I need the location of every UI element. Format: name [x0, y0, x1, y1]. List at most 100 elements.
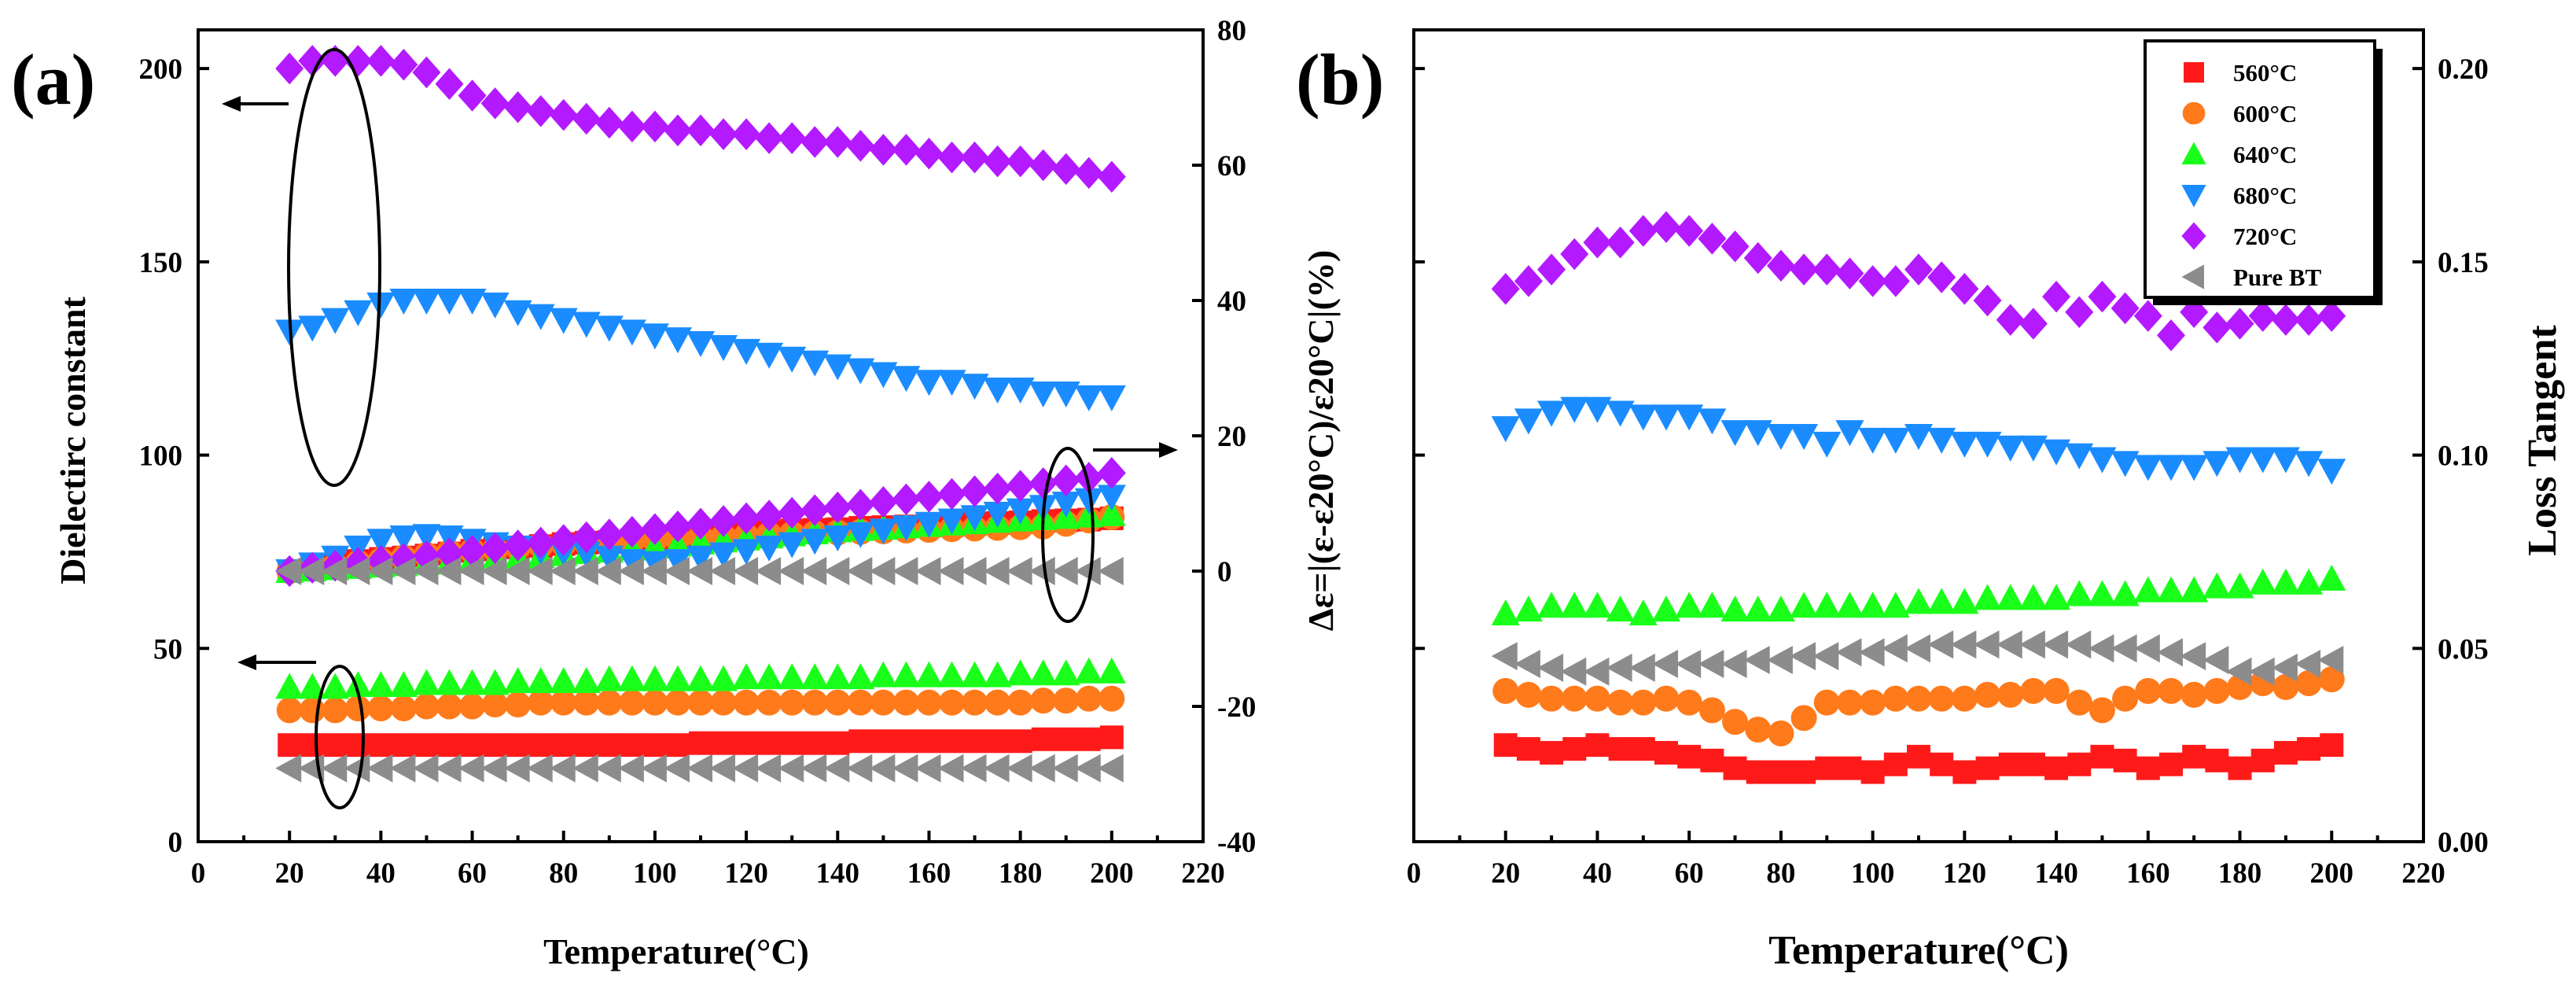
- point-delta-680c: [892, 515, 921, 542]
- point-680c: [937, 370, 966, 396]
- point-delta-640c: [1097, 500, 1126, 526]
- y2-tick-label: -40: [1217, 827, 1256, 859]
- point-pure-bt: [1652, 649, 1678, 678]
- point-delta-720c: [1051, 464, 1080, 497]
- point-600c: [1836, 689, 1863, 716]
- x-tick-label: 40: [1583, 857, 1612, 890]
- legend-marker-680c: [2181, 185, 2206, 208]
- point-pure-bt: [321, 754, 348, 783]
- point-delta-720c: [480, 532, 510, 565]
- point-680c: [2065, 443, 2094, 470]
- point-pure-bt: [526, 754, 553, 783]
- point-720c: [2225, 308, 2254, 340]
- point-pure-bt: [572, 754, 598, 783]
- point-720c: [1628, 215, 1658, 247]
- point-640c: [1927, 588, 1956, 614]
- panel-a: (a) Temperature(°C) Dielectirc constant …: [11, 15, 1341, 971]
- point-680c: [892, 366, 921, 393]
- point-720c: [617, 110, 646, 143]
- point-delta-pure-bt: [389, 557, 416, 585]
- point-680c: [526, 304, 555, 330]
- point-delta-pure-bt: [1097, 557, 1124, 585]
- point-delta-720c: [572, 521, 601, 554]
- series-pure-bt: [275, 754, 1124, 783]
- point-delta-680c: [869, 518, 898, 545]
- point-delta-680c: [572, 541, 601, 568]
- point-560c: [323, 733, 348, 758]
- point-pure-bt: [1029, 754, 1055, 783]
- panel-a-y-ticks: 0 50 100 150 200: [139, 53, 209, 859]
- point-delta-pure-bt: [755, 557, 782, 585]
- point-600c: [1768, 720, 1794, 747]
- point-560c: [2159, 752, 2183, 776]
- point-680c: [732, 338, 761, 365]
- point-pure-bt: [1790, 642, 1816, 671]
- point-pure-bt: [2065, 630, 2092, 659]
- point-680c: [480, 292, 510, 319]
- point-680c: [1628, 404, 1658, 431]
- point-600c: [1905, 685, 1932, 712]
- point-600c: [1515, 681, 1542, 708]
- series-560c: [1493, 733, 2344, 784]
- x-tick-label: 220: [2401, 857, 2445, 890]
- point-640c: [1628, 599, 1658, 626]
- point-680c: [1743, 420, 1772, 447]
- point-delta-720c: [709, 505, 738, 537]
- point-delta-720c: [937, 477, 966, 511]
- point-640c: [275, 673, 304, 699]
- point-pure-bt: [275, 754, 302, 783]
- point-720c: [686, 114, 715, 147]
- point-pure-bt: [846, 754, 873, 783]
- point-600c: [642, 689, 668, 716]
- y2-tick-label: 20: [1217, 421, 1246, 453]
- point-delta-pure-bt: [869, 557, 896, 585]
- point-delta-pure-bt: [526, 557, 553, 585]
- point-delta-pure-bt: [709, 557, 736, 585]
- point-680c: [594, 315, 624, 342]
- point-720c: [732, 118, 761, 150]
- point-pure-bt: [389, 754, 416, 783]
- x-tick-label: 180: [999, 857, 1043, 890]
- point-720c: [435, 68, 464, 101]
- point-pure-bt: [1097, 754, 1124, 783]
- point-delta-720c: [732, 502, 761, 535]
- point-720c: [275, 52, 304, 85]
- point-640c: [1537, 592, 1566, 618]
- point-delta-720c: [800, 494, 830, 526]
- point-pure-bt: [2248, 657, 2275, 686]
- point-600c: [1561, 685, 1588, 712]
- point-560c: [300, 733, 325, 758]
- point-720c: [2294, 304, 2324, 336]
- point-560c: [2182, 744, 2206, 769]
- y-tick-label: 0.00: [2438, 827, 2489, 859]
- point-delta-680c: [800, 529, 830, 555]
- point-640c: [435, 669, 464, 695]
- point-560c: [1054, 727, 1078, 751]
- point-680c: [1835, 420, 1864, 447]
- point-720c: [1743, 241, 1772, 275]
- point-640c: [2225, 572, 2254, 599]
- point-pure-bt: [1606, 653, 1632, 682]
- point-560c: [1952, 760, 1977, 784]
- point-delta-720c: [846, 488, 875, 521]
- point-720c: [1560, 238, 1589, 271]
- point-640c: [846, 663, 875, 690]
- point-680c: [2088, 447, 2117, 474]
- point-delta-pure-bt: [846, 557, 873, 585]
- point-pure-bt: [1675, 649, 1702, 678]
- point-pure-bt: [480, 754, 507, 783]
- point-680c: [1583, 396, 1612, 423]
- point-680c: [2294, 451, 2324, 477]
- point-pure-bt: [2110, 634, 2137, 663]
- legend-label-680c: 680°C: [2233, 182, 2297, 209]
- point-680c: [1560, 396, 1589, 423]
- point-640c: [1973, 584, 2002, 610]
- point-640c: [2271, 568, 2300, 595]
- point-560c: [1631, 737, 1655, 761]
- point-pure-bt: [1904, 634, 1930, 663]
- point-640c: [2202, 572, 2232, 599]
- point-720c: [869, 134, 898, 166]
- point-680c: [435, 289, 464, 315]
- point-680c: [389, 289, 418, 315]
- point-600c: [505, 691, 532, 718]
